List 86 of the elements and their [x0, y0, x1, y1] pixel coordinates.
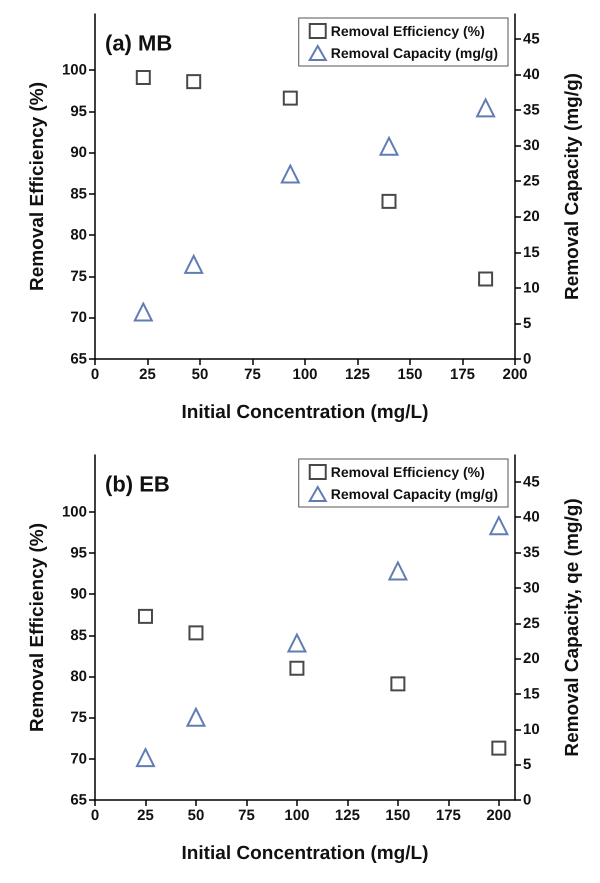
y-tick-label: 65	[70, 350, 87, 368]
y2-tick-label: 25	[523, 172, 540, 190]
y-axis-title: Removal Efficiency (%)	[27, 522, 48, 732]
point	[476, 98, 496, 118]
point	[138, 608, 153, 624]
y2-tick-label: 20	[523, 208, 540, 226]
point	[280, 164, 300, 184]
y2-tick-label: 20	[523, 650, 540, 668]
y2-tick-label: 5	[523, 756, 532, 774]
y2-tick-label: 10	[523, 279, 540, 296]
x-axis-title: Initial Concentration (mg/L)	[182, 843, 428, 864]
y2-tick-label: 30	[523, 137, 540, 154]
point	[489, 516, 508, 536]
point	[186, 708, 206, 727]
x-tick-label: 100	[292, 366, 318, 383]
y2-tick-label: 45	[523, 30, 540, 48]
annotation: (b) EB	[105, 472, 170, 496]
y2-tick-label: 35	[523, 544, 540, 562]
x-tick-label: 75	[244, 366, 261, 383]
y-tick-label: 95	[70, 544, 87, 562]
point	[380, 136, 398, 156]
x-tick-label: 200	[502, 366, 528, 383]
y-tick-label: 95	[70, 102, 87, 120]
y-tick-label: 75	[70, 268, 87, 285]
x-tick-label: 100	[284, 807, 310, 824]
x-tick-label: 0	[90, 807, 100, 824]
y2-tick-label: 25	[523, 614, 540, 632]
y2-axis-title: Removal Capacity, qe (mg/g)	[562, 498, 583, 757]
legend-label: Removal Efficiency (%)	[330, 23, 485, 39]
x-tick-label: 125	[344, 366, 370, 383]
y-tick-label: 100	[62, 503, 87, 520]
y-tick-label: 90	[70, 586, 87, 603]
y-tick-label: 85	[70, 626, 87, 644]
legend-label: Removal Capacity (mg/g)	[330, 486, 498, 502]
legend-label: Removal Efficiency (%)	[330, 464, 485, 480]
y-tick-label: 70	[70, 309, 87, 326]
x-tick-label: 175	[436, 807, 461, 824]
y-axis-title: Removal Efficiency (%)	[27, 82, 48, 292]
point	[188, 625, 204, 640]
point	[478, 271, 494, 286]
x-tick-label: 50	[192, 366, 208, 383]
x-tick-label: 125	[334, 807, 360, 824]
y2-tick-label: 15	[523, 685, 540, 702]
y-tick-label: 100	[62, 62, 87, 79]
y2-tick-label: 0	[523, 350, 532, 368]
x-tick-label: 75	[238, 807, 255, 824]
x-tick-label: 175	[450, 366, 476, 383]
y2-tick-label: 10	[523, 720, 540, 738]
y-tick-label: 75	[70, 709, 87, 726]
y2-tick-label: 40	[523, 508, 540, 526]
x-tick-label: 0	[90, 366, 100, 383]
point	[186, 74, 202, 90]
point	[136, 748, 155, 768]
annotation: (a) MB	[105, 30, 172, 56]
y-tick-label: 80	[70, 668, 87, 685]
y2-tick-label: 45	[523, 473, 540, 490]
legend-label: Removal Capacity (mg/g)	[330, 45, 498, 61]
x-tick-label: 25	[139, 366, 156, 383]
point	[282, 90, 298, 106]
x-tick-label: 50	[188, 807, 204, 824]
point	[390, 676, 406, 692]
y2-axis-title: Removal Capacity (mg/g)	[562, 73, 583, 300]
point	[134, 302, 153, 322]
point	[388, 561, 408, 580]
y2-tick-label: 0	[523, 792, 532, 808]
y2-tick-label: 35	[523, 102, 540, 119]
x-tick-label: 150	[397, 366, 423, 383]
y2-tick-label: 30	[523, 579, 540, 596]
y-tick-label: 65	[70, 792, 87, 808]
point	[289, 660, 304, 676]
point	[382, 194, 396, 209]
point	[136, 70, 151, 86]
y2-tick-label: 15	[523, 244, 540, 261]
x-axis-title: Initial Concentration (mg/L)	[182, 402, 428, 423]
y2-tick-label: 5	[523, 314, 532, 332]
x-tick-label: 25	[137, 807, 154, 824]
point	[184, 254, 204, 274]
y-tick-label: 70	[70, 750, 87, 768]
x-tick-label: 150	[385, 807, 410, 824]
x-tick-label: 200	[486, 807, 512, 824]
point	[287, 634, 306, 653]
y-tick-label: 80	[70, 226, 87, 244]
point	[491, 740, 506, 756]
y-tick-label: 90	[70, 144, 87, 162]
y-tick-label: 85	[70, 185, 87, 202]
y2-tick-label: 40	[523, 66, 540, 83]
